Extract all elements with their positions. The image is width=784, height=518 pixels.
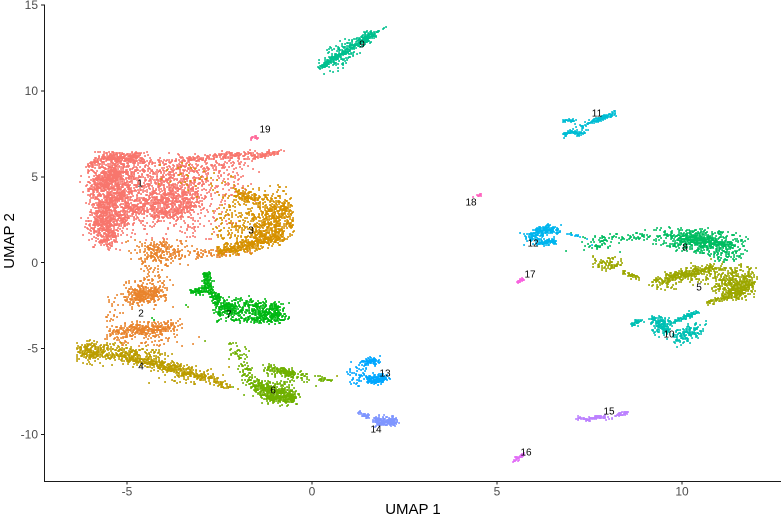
- svg-text:3: 3: [248, 226, 254, 237]
- svg-text:18: 18: [465, 198, 477, 209]
- svg-text:12: 12: [527, 239, 539, 250]
- svg-text:11: 11: [592, 109, 603, 120]
- svg-text:-5: -5: [122, 485, 133, 499]
- svg-text:-10: -10: [21, 428, 39, 442]
- svg-text:8: 8: [682, 243, 688, 254]
- svg-text:5: 5: [31, 170, 38, 184]
- svg-text:UMAP 2: UMAP 2: [1, 213, 18, 269]
- svg-text:19: 19: [259, 125, 271, 136]
- svg-text:10: 10: [25, 84, 39, 98]
- svg-text:16: 16: [520, 448, 532, 459]
- svg-text:UMAP 1: UMAP 1: [385, 501, 441, 518]
- svg-text:14: 14: [370, 425, 382, 436]
- svg-text:7: 7: [226, 310, 232, 321]
- svg-text:6: 6: [270, 386, 276, 397]
- svg-text:1: 1: [137, 179, 143, 190]
- svg-text:10: 10: [663, 330, 675, 341]
- svg-text:10: 10: [675, 485, 689, 499]
- svg-text:-5: -5: [27, 342, 38, 356]
- svg-text:15: 15: [25, 0, 39, 12]
- svg-text:4: 4: [138, 362, 144, 373]
- svg-text:0: 0: [309, 485, 316, 499]
- svg-text:5: 5: [696, 283, 702, 294]
- svg-text:0: 0: [31, 256, 38, 270]
- svg-text:5: 5: [494, 485, 501, 499]
- svg-text:17: 17: [524, 270, 536, 281]
- svg-text:15: 15: [603, 407, 615, 418]
- svg-text:2: 2: [138, 309, 144, 320]
- svg-text:13: 13: [379, 369, 391, 380]
- svg-text:9: 9: [359, 40, 365, 51]
